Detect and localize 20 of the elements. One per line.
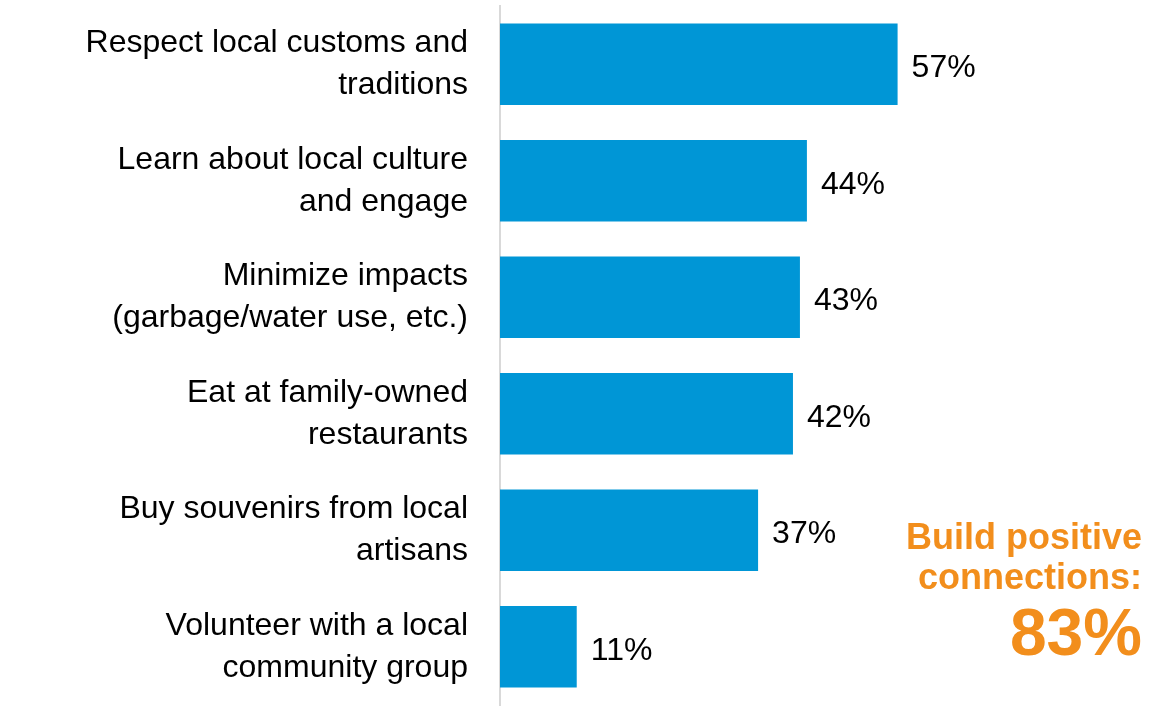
text: Build positive connections: [904,516,1142,597]
data-label: 44% [820,164,885,201]
bar [500,23,898,106]
y-tick-label: Minimize impacts (garbage/water use, etc.) [112,256,468,335]
bar [500,372,793,455]
bar [500,139,807,222]
y-tick-label: Volunteer with a local community group [165,605,468,684]
y-tick-label: Respect local customs and traditions [85,23,468,102]
bar [500,489,759,572]
y-tick-label: Eat at family-owned restaurants [186,372,468,451]
data-label: 42% [806,397,872,434]
y-tick-label: Learn about local culture and engage [117,139,468,218]
data-label: 37% [772,514,837,551]
data-label: 57% [911,48,976,85]
y-tick-label: Buy souvenirs from local artisans [119,489,468,568]
data-label: 11% [590,630,653,667]
bar [500,256,800,339]
data-label: 43% [813,281,878,318]
bar [500,605,577,688]
text: 83% [1008,595,1142,670]
